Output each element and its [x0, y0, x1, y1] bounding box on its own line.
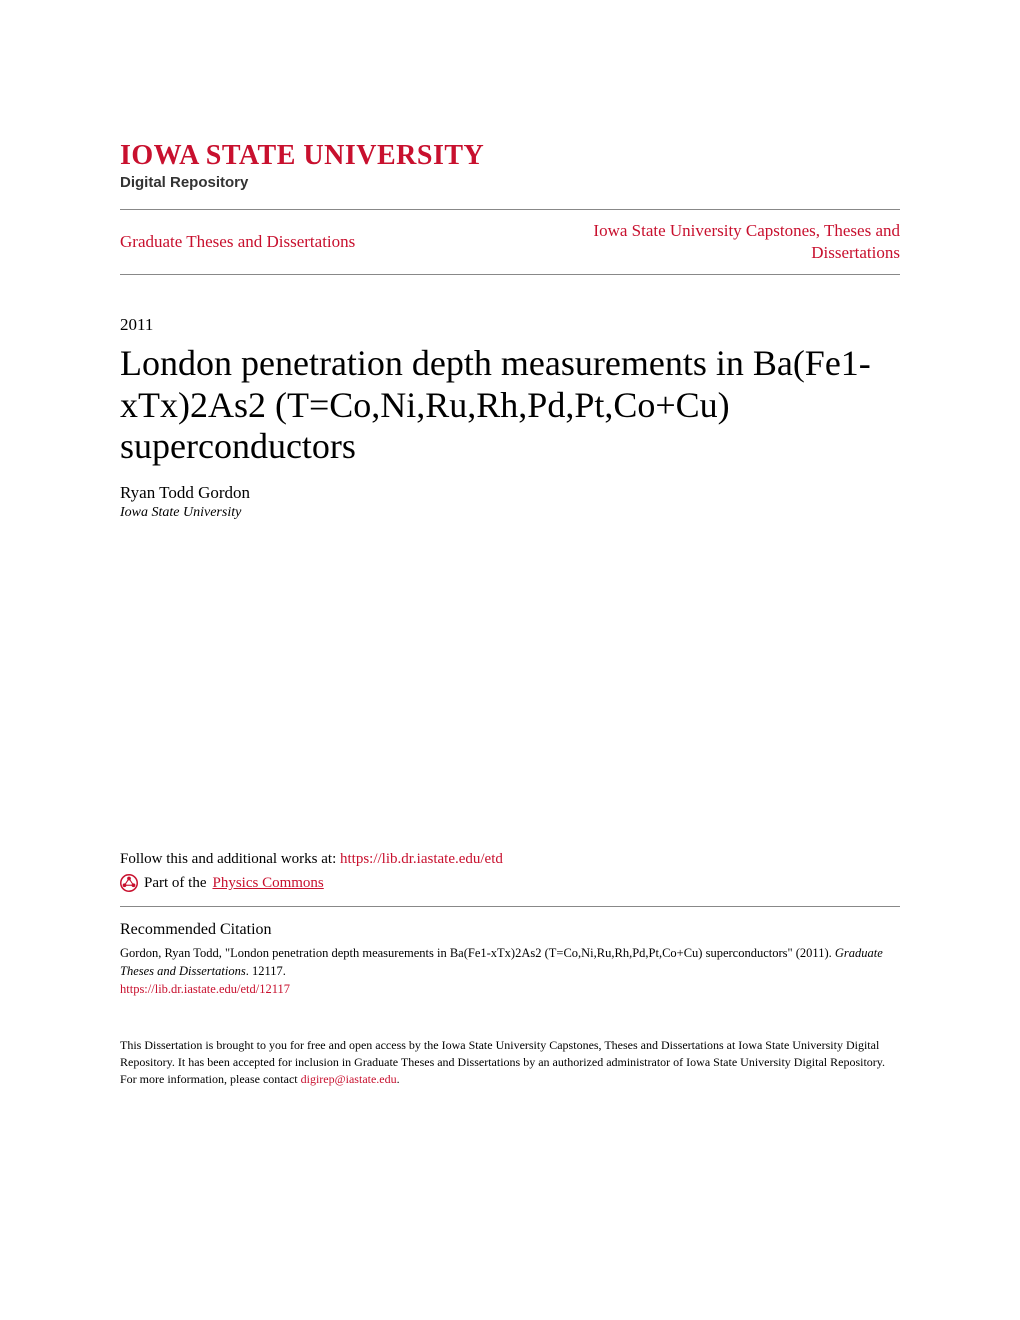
- footer-disclaimer: This Dissertation is brought to you for …: [120, 1037, 900, 1087]
- citation-after-italic: . 12117.: [246, 964, 286, 978]
- footer-text-after-email: .: [397, 1072, 400, 1086]
- document-title: London penetration depth measurements in…: [120, 343, 900, 467]
- footer-text-before-email: This Dissertation is brought to you for …: [120, 1038, 885, 1086]
- author-affiliation: Iowa State University: [120, 505, 900, 521]
- network-icon: [120, 874, 138, 892]
- author-name: Ryan Todd Gordon: [120, 483, 900, 503]
- citation-before-italic: Gordon, Ryan Todd, "London penetration d…: [120, 946, 835, 960]
- follow-works-line: Follow this and additional works at: htt…: [120, 851, 900, 868]
- header-logo: IOWA STATE UNIVERSITY Digital Repository: [120, 140, 900, 191]
- follow-url-link[interactable]: https://lib.dr.iastate.edu/etd: [340, 851, 503, 867]
- repository-label: Digital Repository: [120, 174, 900, 191]
- citation-url-link[interactable]: https://lib.dr.iastate.edu/etd/12117: [120, 982, 900, 997]
- nav-collection-link[interactable]: Graduate Theses and Dissertations: [120, 232, 355, 252]
- commons-link[interactable]: Physics Commons: [212, 875, 323, 892]
- part-of-prefix: Part of the: [144, 875, 206, 892]
- section-divider: [120, 906, 900, 907]
- links-section: Follow this and additional works at: htt…: [120, 851, 900, 1087]
- footer-contact-email[interactable]: digirep@iastate.edu: [301, 1072, 397, 1086]
- citation-heading: Recommended Citation: [120, 921, 900, 939]
- university-name: IOWA STATE UNIVERSITY: [120, 140, 900, 172]
- follow-prefix: Follow this and additional works at:: [120, 851, 340, 867]
- citation-text: Gordon, Ryan Todd, "London penetration d…: [120, 945, 900, 980]
- part-of-line: Part of the Physics Commons: [120, 874, 900, 892]
- navigation-bar: Graduate Theses and Dissertations Iowa S…: [120, 209, 900, 275]
- publication-year: 2011: [120, 315, 900, 335]
- nav-series-link[interactable]: Iowa State University Capstones, Theses …: [560, 220, 900, 264]
